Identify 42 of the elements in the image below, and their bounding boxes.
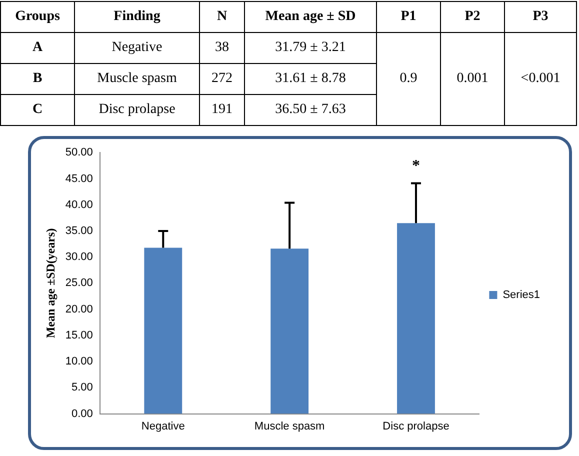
text: 0.001 bbox=[440, 32, 505, 126]
y-tick-label: 5.00 bbox=[72, 382, 93, 394]
legend-label: Series1 bbox=[502, 289, 540, 302]
y-tick-label: 25.00 bbox=[65, 277, 93, 290]
text: A bbox=[0, 32, 75, 64]
x-tick-label: Muscle spasm bbox=[254, 420, 325, 432]
text: Disc prolapse bbox=[74, 94, 200, 126]
text: 191 bbox=[199, 94, 245, 126]
bar bbox=[397, 223, 435, 414]
y-tick-label: 30.00 bbox=[65, 251, 93, 264]
y-tick-label: 0.00 bbox=[72, 408, 93, 420]
y-tick-label: 45.00 bbox=[65, 172, 93, 185]
y-axis-title: Mean age ±SD(years) bbox=[43, 228, 58, 338]
text: 31.61 ± 8.78 bbox=[244, 63, 377, 95]
text: Groups bbox=[0, 1, 75, 33]
text: 31.79 ± 3.21 bbox=[244, 32, 377, 64]
text: 272 bbox=[199, 63, 245, 95]
text: N bbox=[199, 1, 245, 33]
text: B bbox=[0, 63, 75, 95]
x-tick-label: Disc prolapse bbox=[382, 420, 450, 432]
bar bbox=[144, 248, 182, 414]
text: 36.50 ± 7.63 bbox=[244, 94, 377, 126]
text: Finding bbox=[74, 1, 200, 33]
x-tick-label: Negative bbox=[141, 420, 185, 432]
y-tick-label: 10.00 bbox=[65, 356, 93, 368]
text: Mean age ± SD bbox=[244, 1, 377, 33]
y-tick-label: 15.00 bbox=[65, 329, 93, 342]
annotation: * bbox=[412, 158, 420, 175]
y-tick-label: 50.00 bbox=[65, 146, 93, 159]
y-tick-label: 40.00 bbox=[65, 198, 93, 211]
text: P1 bbox=[376, 1, 441, 33]
text: Negative bbox=[74, 32, 200, 64]
text: <0.001 bbox=[504, 32, 577, 126]
bar bbox=[270, 248, 309, 414]
text: 38 bbox=[199, 32, 245, 64]
y-tick-label: 35.00 bbox=[65, 224, 93, 237]
text: C bbox=[0, 94, 75, 126]
y-tick-label: 20.00 bbox=[65, 303, 93, 316]
text: P3 bbox=[504, 1, 577, 33]
text: Muscle spasm bbox=[74, 63, 200, 95]
text: P2 bbox=[440, 1, 505, 33]
text: 0.9 bbox=[376, 32, 441, 126]
